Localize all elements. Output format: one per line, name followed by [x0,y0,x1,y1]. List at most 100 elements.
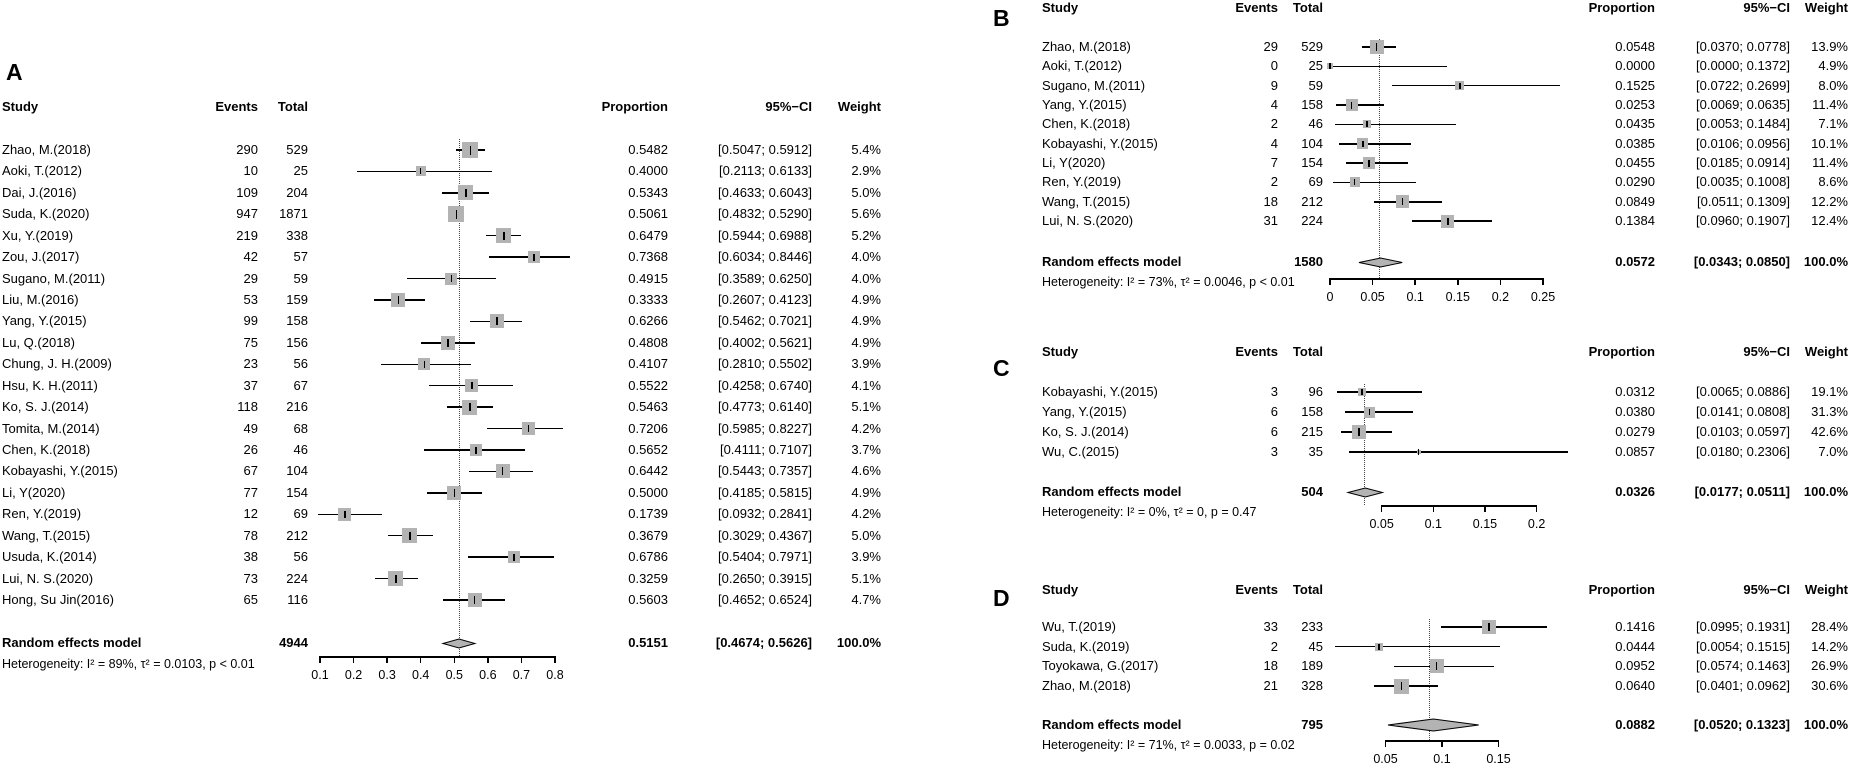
weight-value: 19.1% [1811,384,1848,399]
ci-column-header: 95%−CI [1743,344,1790,359]
events-value: 118 [237,399,258,415]
summary-proportion: 0.5151 [628,635,668,650]
ci-value: [0.2810; 0.5502] [718,356,812,372]
weight-value: 4.9% [851,334,881,350]
axis-tick-label: 0.1 [311,668,329,682]
axis-tick [1329,278,1331,285]
weight-value: 30.6% [1811,678,1848,694]
point-estimate-tick [423,360,426,368]
point-estimate-tick [1417,449,1420,455]
events-value: 73 [243,570,258,586]
events-value: 78 [243,527,258,543]
proportion-column-header: Proportion [1588,582,1655,597]
total-value: 158 [286,313,308,329]
proportion-value: 0.5603 [628,592,668,608]
weight-value: 14.2% [1811,638,1848,654]
panel-label: D [993,585,1010,611]
summary-total: 795 [1301,717,1323,732]
ci-value: [0.4832; 0.5290] [718,206,812,222]
point-estimate-tick [344,510,346,518]
ci-value: [0.0932; 0.2841] [718,506,812,522]
events-value: 77 [243,484,258,500]
null-reference-line [1428,619,1430,740]
proportion-value: 0.1384 [1615,213,1655,229]
total-value: 69 [293,506,308,522]
events-value: 6 [1270,404,1278,419]
axis-tick-label: 0.05 [1360,290,1385,304]
events-value: 31 [1263,213,1278,229]
point-estimate-tick [1368,409,1370,415]
point-estimate-tick [447,338,449,347]
events-value: 4 [1270,135,1278,151]
weight-column-header: Weight [1804,0,1848,15]
events-value: 12 [243,506,258,522]
study-name: Kobayashi, Y.(2015) [1042,384,1158,399]
total-value: 224 [1301,213,1323,229]
proportion-value: 0.4808 [628,334,668,350]
study-name: Wang, T.(2015) [2,527,91,543]
summary-label: Random effects model [2,635,142,650]
weight-value: 4.0% [851,270,881,286]
events-value: 67 [243,463,258,479]
total-value: 25 [293,163,308,179]
point-estimate-tick [455,209,458,219]
axis-tick [1484,505,1486,512]
axis-line [1330,278,1543,280]
events-value: 9 [1270,77,1278,93]
point-estimate-tick [1366,121,1368,128]
proportion-column-header: Proportion [1588,344,1655,359]
events-value: 29 [243,270,258,286]
summary-ci: [0.0177; 0.0511] [1694,484,1790,499]
events-value: 2 [1270,174,1278,190]
study-name: Chung, J. H.(2009) [2,356,112,372]
point-estimate-tick [1400,682,1403,691]
ci-column-header: 95%−CI [1743,582,1790,597]
study-name: Sugano, M.(2011) [2,270,106,286]
total-value: 25 [1308,58,1323,74]
point-estimate-tick [465,188,467,197]
total-value: 338 [286,227,308,243]
point-estimate-tick [1401,198,1404,206]
point-estimate-tick [1358,428,1360,436]
events-value: 4 [1270,97,1278,113]
weight-value: 4.9% [851,484,881,500]
proportion-value: 0.0312 [1615,384,1655,399]
weight-value: 3.7% [851,442,881,458]
summary-total: 4944 [279,635,308,650]
ci-value: [0.4652; 0.6524] [718,592,812,608]
study-name: Suda, K.(2019) [1042,638,1130,654]
summary-weight: 100.0% [1803,484,1848,499]
study-name: Li, Y(2020) [1042,155,1106,171]
weight-value: 8.6% [1818,174,1848,190]
total-value: 59 [293,270,308,286]
total-value: 104 [1301,135,1323,151]
null-reference-line [459,139,461,656]
events-value: 53 [243,292,258,307]
heterogeneity-text: Heterogeneity: I² = 73%, τ² = 0.0046, p … [1042,275,1295,289]
ci-value: [0.2650; 0.3915] [718,570,812,586]
weight-value: 12.4% [1811,213,1848,229]
total-value: 529 [286,142,308,157]
null-reference-line [1378,39,1380,278]
events-value: 219 [236,227,258,243]
axis-tick [319,656,321,663]
total-value: 59 [1308,77,1323,93]
ci-value: [0.4185; 0.5815] [718,484,812,500]
events-value: 290 [236,142,258,157]
study-name: Zhao, M.(2018) [2,142,91,157]
study-name: Lu, Q.(2018) [2,334,75,350]
proportion-value: 0.0849 [1615,193,1655,209]
proportion-value: 0.5482 [628,142,668,157]
study-name: Ren, Y.(2019) [1042,174,1122,190]
summary-total: 504 [1301,484,1323,499]
axis-tick [419,656,422,663]
proportion-value: 0.0253 [1615,97,1655,113]
weight-value: 8.0% [1818,77,1848,93]
axis-tick [386,656,388,663]
ci-value: [0.0722; 0.2699] [1696,77,1790,93]
axis-tick-label: 0.15 [1445,290,1470,304]
events-value: 2 [1270,638,1278,654]
ci-value: [0.5443; 0.7357] [718,463,812,479]
events-value: 109 [236,184,258,200]
